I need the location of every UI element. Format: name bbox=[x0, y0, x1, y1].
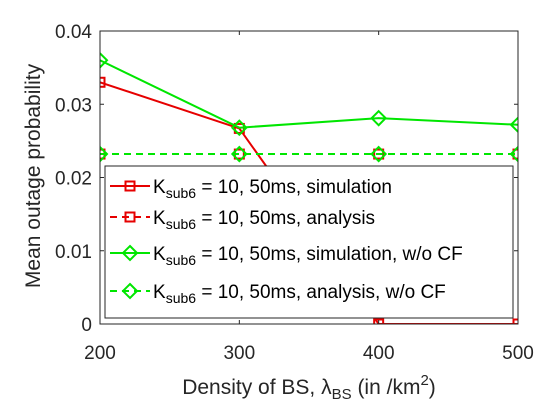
legend-label-main: K bbox=[153, 208, 166, 229]
data-point bbox=[509, 145, 518, 163]
legend-label-main: K bbox=[153, 282, 166, 303]
x-axis-label-prefix: Density of BS, bbox=[182, 376, 321, 399]
legend-label-subscript: sub6 bbox=[166, 290, 197, 306]
legend-label-rest: = 10, 50ms, simulation bbox=[196, 177, 392, 198]
data-point bbox=[233, 122, 245, 134]
data-point bbox=[373, 318, 385, 324]
data-point bbox=[373, 148, 385, 160]
x-axis-label-close: ) bbox=[429, 376, 436, 399]
x-tick-label: 300 bbox=[223, 343, 255, 364]
legend-marker bbox=[124, 211, 136, 223]
data-point bbox=[230, 145, 248, 163]
data-point bbox=[370, 145, 388, 163]
data-point bbox=[100, 76, 106, 88]
legend-box bbox=[104, 165, 514, 319]
ticks-layer: 200 300 400 500 0 0.01 0.02 0.03 0.04 bbox=[55, 22, 534, 364]
x-axis-label-superscript: 2 bbox=[420, 372, 428, 389]
series-layer bbox=[100, 51, 518, 324]
data-point bbox=[100, 51, 109, 69]
series-line bbox=[100, 59, 518, 129]
y-tick-label: 0.04 bbox=[55, 22, 92, 43]
series-group bbox=[100, 51, 518, 324]
legend-label: Ksub6 = 10, 50ms, analysis bbox=[153, 208, 375, 232]
legend-entry: Ksub6 = 10, 50ms, simulation bbox=[110, 177, 392, 201]
legend-label-main: K bbox=[153, 244, 166, 265]
series-2 bbox=[100, 51, 518, 137]
legend-entry: Ksub6 = 10, 50ms, simulation, w/o CF bbox=[110, 244, 463, 268]
x-tick-label: 200 bbox=[84, 343, 116, 364]
data-point bbox=[509, 116, 518, 134]
data-point bbox=[370, 109, 388, 127]
x-tick-label: 500 bbox=[502, 343, 534, 364]
legend-label-subscript: sub6 bbox=[166, 252, 197, 268]
data-point bbox=[100, 145, 109, 163]
legend-label-rest: = 10, 50ms, analysis bbox=[196, 208, 375, 229]
y-tick-label: 0 bbox=[81, 315, 92, 336]
x-tick-label: 400 bbox=[363, 343, 395, 364]
x-axis-label-symbol: λ bbox=[321, 376, 332, 399]
x-axis-label-subscript: BS bbox=[332, 386, 352, 403]
data-point bbox=[230, 119, 248, 137]
y-tick-label: 0.03 bbox=[55, 95, 92, 116]
legend-label-main: K bbox=[153, 177, 166, 198]
y-tick-label: 0.02 bbox=[55, 169, 92, 190]
legend-label-subscript: sub6 bbox=[166, 185, 197, 201]
legend-label: Ksub6 = 10, 50ms, simulation, w/o CF bbox=[153, 244, 463, 268]
series-3 bbox=[100, 145, 518, 163]
legend-label-rest: = 10, 50ms, simulation, w/o CF bbox=[196, 244, 463, 265]
legend-label-subscript: sub6 bbox=[166, 216, 197, 232]
legend-label-rest: = 10, 50ms, analysis, w/o CF bbox=[196, 282, 446, 303]
legend-label: Ksub6 = 10, 50ms, analysis, w/o CF bbox=[153, 282, 446, 306]
legend-label: Ksub6 = 10, 50ms, simulation bbox=[153, 177, 392, 201]
x-axis-label-suffix: (in /km bbox=[352, 376, 421, 399]
legend-marker bbox=[121, 282, 139, 300]
legend-marker bbox=[124, 180, 136, 192]
y-tick-label: 0.01 bbox=[55, 242, 92, 263]
legend-entry: Ksub6 = 10, 50ms, analysis, w/o CF bbox=[110, 282, 446, 306]
x-axis-label: Density of BS, λBS (in /km2) bbox=[182, 372, 436, 403]
legend-entry: Ksub6 = 10, 50ms, analysis bbox=[110, 208, 375, 232]
legend-marker bbox=[121, 244, 139, 262]
y-axis-label: Mean outage probability bbox=[22, 63, 45, 288]
